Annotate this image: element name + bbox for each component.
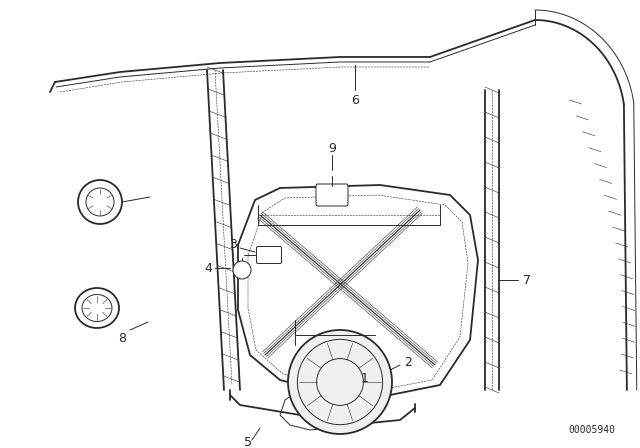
FancyBboxPatch shape	[257, 246, 282, 263]
Text: 2: 2	[404, 356, 412, 369]
Text: 5: 5	[244, 436, 252, 448]
Ellipse shape	[75, 288, 119, 328]
Text: 7: 7	[523, 273, 531, 287]
Text: 3: 3	[229, 238, 237, 251]
Circle shape	[288, 330, 392, 434]
Text: 9: 9	[328, 142, 336, 155]
Circle shape	[233, 261, 251, 279]
Text: 6: 6	[351, 94, 359, 107]
FancyBboxPatch shape	[316, 184, 348, 206]
Text: 1: 1	[361, 371, 369, 384]
Circle shape	[78, 180, 122, 224]
Text: 8: 8	[118, 332, 126, 345]
Text: 00005940: 00005940	[568, 425, 615, 435]
Text: 4: 4	[204, 262, 212, 275]
